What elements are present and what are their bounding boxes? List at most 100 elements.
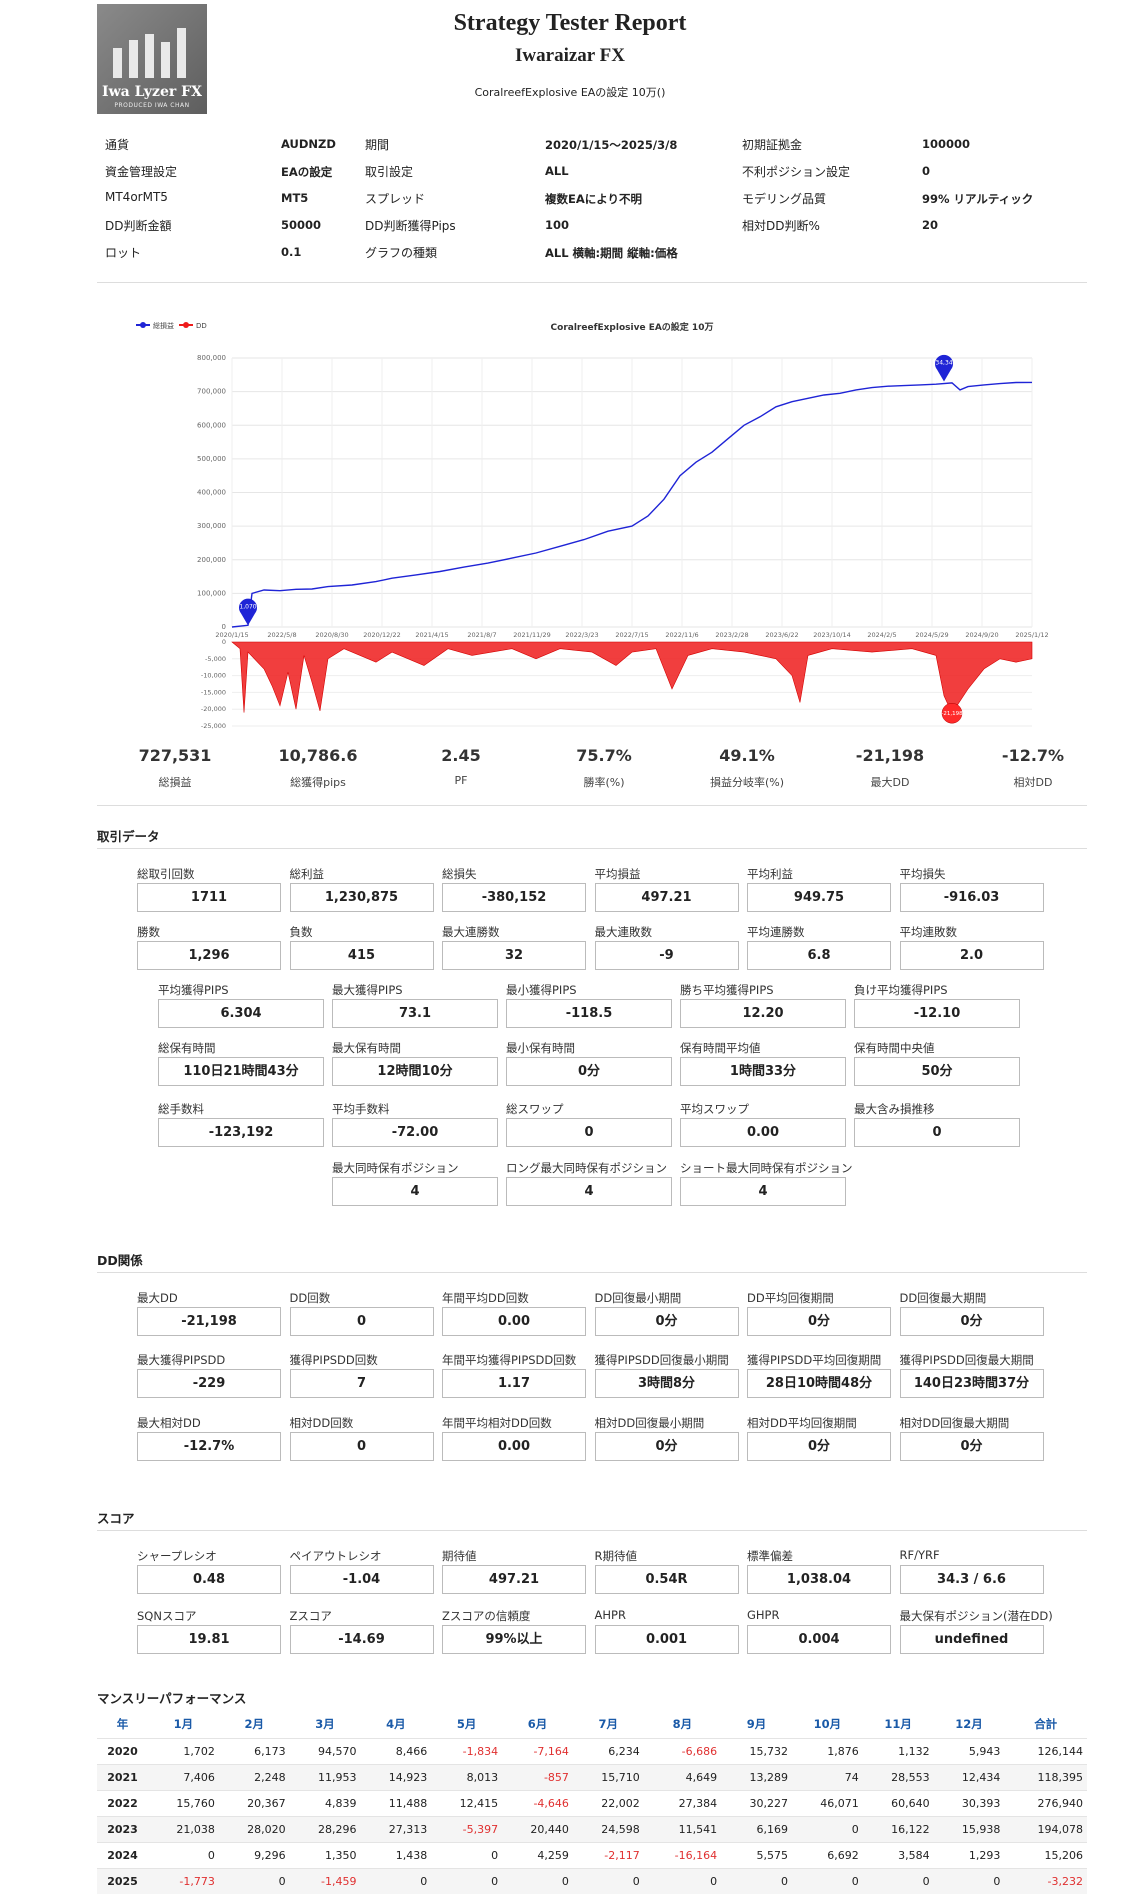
monthly-header: 11月 (884, 1716, 912, 1731)
metric-label: 平均獲得PIPS (158, 983, 229, 997)
metric-value: 0分 (899, 1307, 1044, 1336)
metric-label: 最大保有ポジション(潜在DD) (899, 1609, 1053, 1623)
monthly-header: 10月 (813, 1716, 842, 1731)
info-value: AUDNZD (281, 137, 336, 151)
monthly-cell: 28,553 (862, 1763, 934, 1790)
monthly-header: 7月 (598, 1716, 619, 1731)
x-tick-label: 2022/3/23 (565, 631, 598, 639)
monthly-cell: 194,078 (1004, 1815, 1087, 1842)
monthly-cell: 11,541 (643, 1815, 722, 1842)
info-label: スプレッド (365, 192, 426, 206)
dd-y-tick-label: 0 (222, 638, 226, 646)
metric-value: 497.21 (594, 883, 739, 912)
metric-value: 32 (442, 941, 586, 970)
x-tick-label: 2023/6/22 (765, 631, 798, 639)
monthly-year: 2021 (97, 1763, 149, 1790)
metric-label: 負数 (289, 925, 313, 939)
report-title: Strategy Tester Report (453, 10, 687, 36)
monthly-cell: 28,296 (289, 1815, 361, 1842)
monthly-header: 1月 (173, 1716, 194, 1731)
monthly-cell: 30,393 (933, 1789, 1005, 1816)
metric-value: -72.00 (332, 1118, 498, 1147)
x-tick-label: 2022/7/15 (615, 631, 648, 639)
metric-value: 0.00 (442, 1432, 586, 1461)
monthly-cell: 2,248 (218, 1763, 290, 1790)
metric-value: 0分 (899, 1432, 1044, 1461)
dd-y-tick-label: -25,000 (201, 722, 226, 730)
y-tick-label: 200,000 (197, 556, 226, 564)
monthly-cell: 276,940 (1004, 1789, 1087, 1816)
metric-value: 0.001 (594, 1625, 739, 1654)
monthly-cell: 15,938 (933, 1815, 1005, 1842)
section-title-monthly: マンスリーパフォーマンス (97, 1691, 247, 1706)
monthly-cell: -16,164 (643, 1841, 722, 1868)
ea-setting: CoralreefExplosive EAの設定 10万() (474, 86, 666, 99)
info-label: 取引設定 (365, 165, 414, 179)
x-tick-label: 2023/2/28 (715, 631, 748, 639)
metric-label: 最大DD (137, 1291, 178, 1305)
summary-label: 勝率(%) (583, 776, 625, 789)
metric-label: 最大同時保有ポジション (332, 1161, 459, 1175)
metric-label: 負け平均獲得PIPS (854, 983, 948, 997)
x-tick-label: 2020/1/15 (215, 631, 248, 639)
metric-value: 99%以上 (442, 1625, 586, 1654)
info-value: EAの設定 (281, 165, 333, 179)
legend-equity-marker (140, 322, 146, 328)
monthly-cell: 11,488 (360, 1789, 432, 1816)
info-label: 資金管理設定 (105, 165, 178, 179)
equity-marker-pin (239, 598, 258, 626)
metric-label: 獲得PIPSDD回復最小期間 (594, 1353, 729, 1367)
monthly-cell: 15,710 (572, 1763, 644, 1790)
metric-value: 4 (680, 1177, 846, 1206)
x-tick-label: 2025/1/12 (1015, 631, 1048, 639)
logo-bars-icon (109, 26, 195, 78)
dd-y-tick-label: -20,000 (201, 705, 226, 713)
monthly-table: 年 1月 2月 3月 4月 5月 6月 7月 8月 9月 10月 11月 12月 合計 2020 1,702 6… (97, 1710, 1087, 1894)
monthly-cell: 12,415 (431, 1789, 503, 1816)
chart-title: CoralreefExplosive EAの設定 10万 (551, 321, 714, 333)
metric-value: 0 (289, 1307, 434, 1336)
x-tick-label: 2023/10/14 (813, 631, 850, 639)
metric-value: 3時間8分 (594, 1369, 739, 1398)
monthly-cell: 0 (572, 1867, 644, 1894)
metric-value: 2.0 (899, 941, 1044, 970)
monthly-cell: 0 (862, 1867, 934, 1894)
divider (97, 1272, 1087, 1273)
x-tick-label: 2024/2/5 (867, 631, 896, 639)
equity-marker-label: 734,340 (932, 360, 957, 367)
metric-label: AHPR (594, 1608, 626, 1622)
monthly-cell: 24,598 (572, 1815, 644, 1842)
metric-value: 0 (506, 1118, 672, 1147)
monthly-cell: 1,438 (360, 1841, 432, 1868)
equity-marker-label: 1,070 (239, 603, 256, 610)
info-value: ALL 横軸:期間 縦軸:価格 (545, 246, 678, 260)
monthly-cell: 14,923 (360, 1763, 432, 1790)
metric-label: 期待値 (442, 1549, 477, 1563)
metric-label: 総スワップ (506, 1102, 564, 1116)
info-label: 初期証拠金 (742, 138, 803, 152)
monthly-year: 2020 (97, 1737, 149, 1764)
metric-value: -916.03 (899, 883, 1044, 912)
logo-subtext: PRODUCED IWA CHAN (114, 102, 190, 109)
monthly-cell: 21,038 (148, 1815, 219, 1842)
info-label: 期間 (365, 138, 390, 152)
metric-value: 0分 (506, 1057, 672, 1086)
monthly-cell: 60,640 (862, 1789, 934, 1816)
summary-label: 総損益 (158, 776, 192, 789)
monthly-cell: 9,296 (218, 1841, 290, 1868)
info-label: グラフの種類 (365, 246, 438, 260)
monthly-header: 12月 (955, 1716, 983, 1731)
metric-value: -14.69 (289, 1625, 434, 1654)
metric-label: 平均損益 (594, 867, 641, 881)
summary-value: -12.7% (1001, 746, 1065, 765)
info-value: 50000 (281, 218, 322, 232)
metric-label: RF/YRF (899, 1548, 940, 1562)
summary-value: 75.7% (576, 746, 632, 765)
monthly-cell: 0 (218, 1867, 290, 1894)
info-label: 相対DD判断% (742, 219, 820, 233)
metric-label: 最大獲得PIPS (332, 983, 403, 997)
monthly-cell: 6,169 (721, 1815, 792, 1842)
metric-value: 19.81 (137, 1625, 281, 1654)
metric-value: -229 (137, 1369, 281, 1398)
monthly-cell: 27,384 (643, 1789, 722, 1816)
